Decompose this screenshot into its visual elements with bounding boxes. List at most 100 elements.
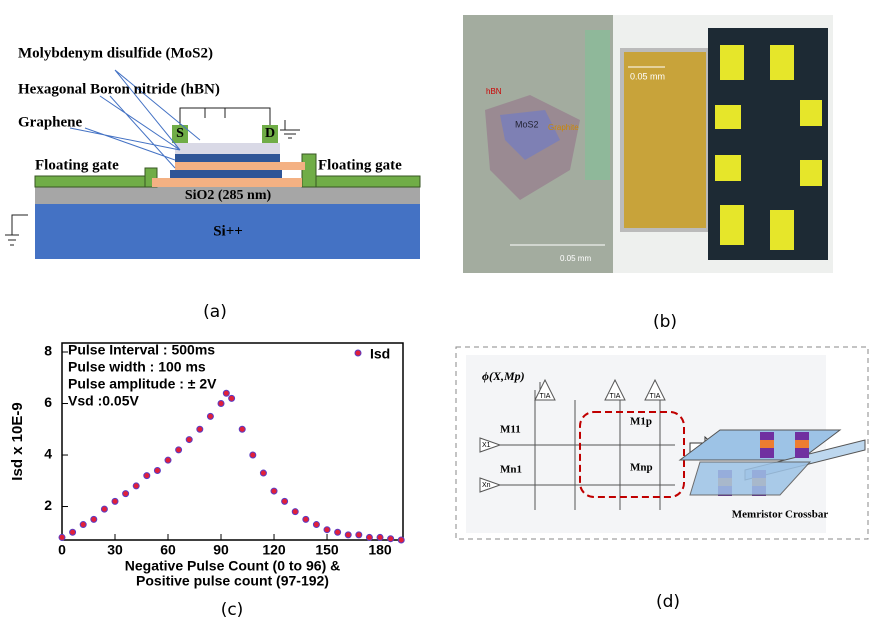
point xyxy=(291,508,299,516)
x-tick-label: 0 xyxy=(58,542,66,558)
point xyxy=(334,528,342,536)
panel-label: (b) xyxy=(653,312,677,332)
point xyxy=(79,521,87,529)
label: Si++ xyxy=(213,223,243,239)
point xyxy=(111,497,119,505)
label: Floating gate xyxy=(35,157,119,173)
x-tick-label: 30 xyxy=(107,542,123,558)
panel-label: (c) xyxy=(221,600,244,620)
label: 0.05 mm xyxy=(630,71,665,81)
point xyxy=(206,412,214,420)
y-tick-label: 6 xyxy=(44,394,52,410)
label: M1p xyxy=(630,416,652,428)
point xyxy=(312,521,320,529)
point xyxy=(344,531,352,539)
label: TIA xyxy=(610,393,621,400)
amplifiers xyxy=(479,378,666,493)
gate-right xyxy=(304,175,421,188)
label: TIA xyxy=(540,393,551,400)
label: Mnp xyxy=(630,462,653,474)
point xyxy=(58,533,66,541)
legend-label: Isd xyxy=(370,346,390,362)
label: Memristor Crossbar xyxy=(732,509,829,521)
y-axis-label: Isd x 10E-9 xyxy=(9,402,26,480)
panel-d: ϕ(X,Mp) TIA TIA TIA M11 M1p Mn1 Mnp X1 X… xyxy=(455,346,869,612)
layer xyxy=(175,154,280,162)
y-tick-label: 4 xyxy=(44,446,52,462)
point xyxy=(196,425,204,433)
point xyxy=(302,515,310,523)
annotation: Vsd :0.05V xyxy=(68,393,139,409)
y-tick-label: 2 xyxy=(44,497,52,513)
label: hBN xyxy=(486,87,502,96)
label: Graphite xyxy=(548,123,579,132)
hbn-bottom xyxy=(152,178,302,187)
label: Hexagonal Boron nitride (hBN) xyxy=(18,81,220,97)
label: Floating gate xyxy=(318,157,402,173)
point xyxy=(397,536,405,544)
point xyxy=(217,400,225,408)
point xyxy=(132,482,140,490)
point xyxy=(355,531,363,539)
label: D xyxy=(265,126,275,141)
layer xyxy=(175,162,305,170)
point xyxy=(90,515,98,523)
mos2-flake xyxy=(500,110,560,160)
x-tick-label: 120 xyxy=(262,542,286,558)
wires xyxy=(5,107,300,246)
point xyxy=(164,456,172,464)
point xyxy=(143,472,151,480)
pointer-lines xyxy=(69,69,201,169)
legend-marker xyxy=(354,349,362,357)
point xyxy=(122,490,130,498)
point xyxy=(222,389,230,397)
panel-label: (a) xyxy=(203,302,227,322)
point xyxy=(259,469,267,477)
point xyxy=(365,533,373,541)
point xyxy=(100,505,108,513)
label: S xyxy=(176,126,184,141)
label: Molybdenym disulfide (MoS2) xyxy=(18,45,213,61)
frame xyxy=(455,346,869,540)
x-tick-label: 150 xyxy=(315,542,339,558)
annotation: Pulse amplitude : ± 2V xyxy=(68,376,217,392)
x-axis-label: Positive pulse count (97-192) xyxy=(136,573,329,589)
gate-left xyxy=(34,175,151,188)
pads xyxy=(715,45,822,250)
source xyxy=(172,125,188,143)
panel-c: (c) 0 30 60 90 120 150 180 2 4 6 8 Isd x 10E-9 Negat… xyxy=(9,342,405,620)
point xyxy=(69,528,77,536)
plot-frame xyxy=(61,342,404,541)
point xyxy=(270,487,278,495)
x-axis-label: Negative Pulse Count (0 to 96) & xyxy=(125,558,340,574)
x-tick-label: 180 xyxy=(368,542,392,558)
label: TIA xyxy=(650,393,661,400)
highlight xyxy=(579,411,685,498)
label: ϕ(X,Mp) xyxy=(482,369,525,383)
annotation: Pulse Interval : 500ms xyxy=(68,342,215,358)
drain xyxy=(262,125,278,143)
label: SiO2 (285 nm) xyxy=(185,188,272,203)
panel-label: (d) xyxy=(656,592,680,612)
x-tick-label: 90 xyxy=(213,542,229,558)
flake xyxy=(585,30,610,180)
label: Graphene xyxy=(18,114,83,130)
x-tick-label: 60 xyxy=(160,542,176,558)
point xyxy=(281,497,289,505)
gate-right-step xyxy=(301,153,317,188)
point xyxy=(376,533,384,541)
y-tick-label: 8 xyxy=(44,343,52,359)
point xyxy=(175,446,183,454)
point xyxy=(185,436,193,444)
layer xyxy=(170,170,282,178)
point xyxy=(323,526,331,534)
label: MoS2 xyxy=(515,119,539,129)
si-substrate xyxy=(35,203,420,259)
layer xyxy=(175,143,280,154)
annotation: Pulse width : 100 ms xyxy=(68,359,206,375)
panel-b: hBN MoS2 Graphite 0.05 mm 0.05 mm (b) xyxy=(463,15,833,332)
sio2-layer xyxy=(35,187,420,204)
panel-a: Molybdenym disulfide (MoS2) Hexagonal Bo… xyxy=(5,45,421,322)
